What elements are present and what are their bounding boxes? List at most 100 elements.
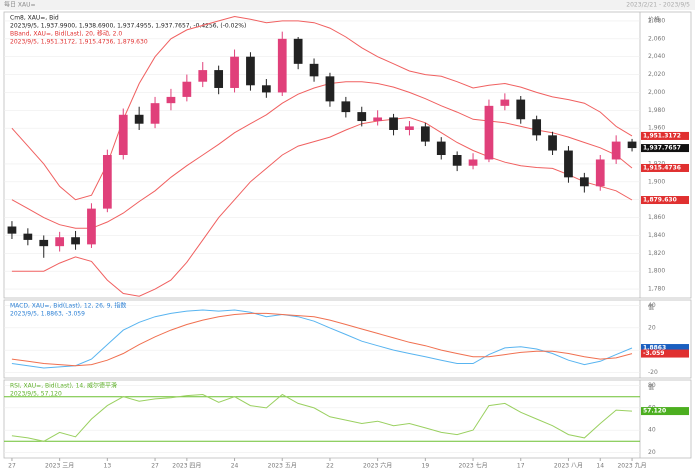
- price-marker-label: -3.059: [643, 350, 664, 357]
- macd-line: [11, 312, 633, 367]
- bollinger-line: [11, 81, 633, 229]
- y-tick-label: 2,000: [648, 89, 665, 96]
- x-tick-label: 2023 五月: [268, 463, 297, 470]
- candle-body: [277, 38, 287, 93]
- y-tick-label: 40: [648, 302, 656, 309]
- candle-body: [261, 85, 271, 93]
- price-marker: [641, 344, 689, 353]
- candle-body: [87, 208, 96, 245]
- price-marker: [641, 349, 689, 358]
- x-tick-label: 2023 三月: [45, 463, 74, 470]
- legend-text: 2023/9/5, 1.8863, -3.059: [10, 311, 85, 318]
- candle-body: [373, 117, 383, 122]
- y-tick-label: 2,040: [648, 53, 665, 60]
- panel-frame: [3, 11, 692, 299]
- candle-body: [627, 141, 637, 149]
- price-marker-label: 1.8863: [643, 345, 666, 352]
- x-tick-label: 2023 七月: [458, 462, 487, 470]
- price-marker-label: 57.120: [643, 408, 666, 415]
- x-tick-label: 2023 六月: [363, 462, 392, 470]
- candle-body: [182, 81, 192, 97]
- x-tick-label: 2023 四月: [172, 463, 201, 470]
- candle-body: [611, 141, 621, 160]
- candle-body: [150, 103, 160, 124]
- legend-text: 2023/9/5, 1,951.3172, 1,915.4736, 1,879.…: [10, 39, 148, 46]
- candle-body: [516, 99, 526, 120]
- candle-body: [579, 177, 589, 187]
- y-tick-label: 2,080: [648, 17, 665, 24]
- candle-body: [230, 56, 239, 88]
- x-tick-label: 2023 八月: [554, 463, 583, 470]
- candle-body: [468, 159, 478, 166]
- price-marker-label: 1,879.630: [643, 197, 677, 204]
- y-tick-label: 2,020: [648, 71, 665, 78]
- price-marker: [641, 163, 689, 172]
- candle-body: [405, 126, 414, 130]
- x-tick-label: 24: [231, 463, 239, 470]
- y-tick-label: 20: [648, 324, 656, 331]
- x-tick-label: 17: [517, 463, 525, 470]
- legend-text: 2023/9/5, 57.120: [10, 391, 62, 398]
- title-bar: [0, 0, 695, 10]
- y-tick-label: 1,900: [648, 178, 665, 185]
- y-tick-label: 80: [648, 382, 656, 389]
- macd-line: [11, 309, 633, 369]
- candle-body: [102, 155, 112, 209]
- legend-text: RSI, XAU=, Bid(Last), 14, 威尔德平滑: [10, 382, 117, 390]
- y-tick-label: 1,840: [648, 232, 665, 239]
- y-tick-label: 1,980: [648, 107, 665, 114]
- y-axis-label: 价格: [648, 16, 660, 24]
- y-tick-label: 20: [648, 449, 656, 456]
- x-tick-label: 27: [151, 463, 159, 470]
- price-marker: [641, 144, 689, 153]
- panel-frame: [3, 299, 692, 379]
- candle-body: [293, 38, 303, 64]
- legend-text: 2023/9/5, 1,937.9900, 1,938.6900, 1,937.…: [10, 23, 246, 30]
- legend-text: MACD, XAU=, Bid(Last), 12, 26, 9, 指数: [10, 302, 126, 310]
- candle-body: [484, 105, 494, 160]
- candle-body: [436, 141, 446, 155]
- price-marker: [641, 131, 689, 140]
- candle-body: [389, 117, 398, 130]
- candle-body: [309, 63, 319, 77]
- price-marker-label: 1,937.7657: [643, 145, 681, 152]
- candle-body: [500, 99, 510, 106]
- bollinger-line: [11, 116, 633, 297]
- x-tick-label: 22: [326, 463, 334, 470]
- candle-body: [71, 237, 80, 245]
- candle-body: [325, 76, 335, 102]
- candle-body: [357, 112, 367, 122]
- y-tick-label: 1,820: [648, 250, 665, 257]
- candle-body: [39, 239, 49, 247]
- candle-body: [214, 70, 224, 88]
- y-tick-label: 1,780: [648, 286, 665, 293]
- date-range: 2023/2/21 - 2023/9/5: [626, 2, 690, 9]
- candle-body: [198, 70, 208, 82]
- y-tick-label: -20: [648, 369, 658, 376]
- candle-body: [166, 96, 176, 104]
- y-axis-label: 值: [648, 384, 654, 392]
- candle-body: [548, 135, 557, 151]
- bollinger-line: [11, 15, 633, 201]
- y-tick-label: 1,960: [648, 125, 665, 132]
- candle-body: [420, 126, 430, 142]
- candle-body: [55, 237, 65, 247]
- candle-body: [532, 119, 542, 136]
- panel-frame: [3, 379, 692, 459]
- candle-body: [595, 159, 605, 187]
- candle-body: [7, 226, 17, 234]
- x-tick-label: 14: [596, 463, 604, 470]
- x-tick-label: 2023 九月: [617, 462, 646, 470]
- rsi-line: [11, 393, 633, 442]
- candle-body: [564, 150, 573, 178]
- candle-body: [134, 114, 144, 124]
- candle-body: [23, 233, 33, 240]
- window-title: 每日 XAU=: [4, 1, 36, 9]
- candle-body: [452, 155, 462, 166]
- y-axis-label: 值: [648, 304, 654, 312]
- y-tick-label: 1,920: [648, 160, 665, 167]
- legend-text: Cm8, XAU=, Bid: [10, 15, 59, 22]
- legend-text: BBand, XAU=, Bid(Last), 20, 移动, 2.0: [10, 30, 122, 38]
